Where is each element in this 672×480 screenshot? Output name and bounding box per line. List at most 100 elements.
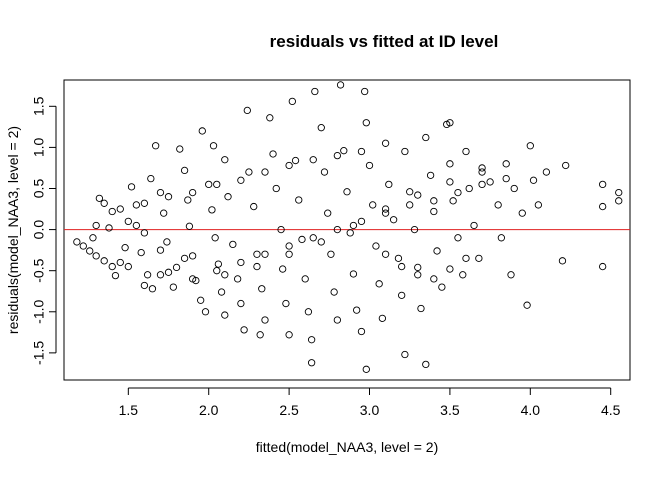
data-point [229, 240, 237, 249]
data-point [454, 234, 462, 242]
data-point [304, 308, 313, 316]
data-point [307, 359, 316, 367]
data-point [147, 174, 155, 183]
data-point [309, 156, 317, 164]
data-point [430, 197, 438, 205]
data-point [160, 209, 168, 217]
data-point [502, 174, 510, 183]
data-point [201, 308, 210, 316]
data-point [317, 238, 325, 246]
data-point [446, 160, 454, 168]
data-point [169, 283, 177, 291]
data-point [534, 201, 542, 209]
data-point [208, 206, 216, 214]
data-point [237, 258, 245, 267]
data-point [381, 209, 390, 217]
data-point [362, 119, 370, 127]
data-point [132, 201, 141, 209]
data-point [221, 311, 229, 319]
data-point [311, 87, 319, 96]
data-point [180, 254, 189, 263]
data-point [330, 288, 338, 296]
data-point [542, 168, 551, 176]
data-point [234, 275, 242, 283]
data-point [414, 263, 422, 272]
data-point [414, 271, 422, 279]
data-point [73, 238, 81, 246]
data-point [152, 142, 160, 150]
data-point [449, 197, 457, 205]
data-point [209, 142, 218, 150]
data-point [389, 216, 398, 224]
x-tick-label: 4.0 [521, 402, 541, 418]
data-point [121, 244, 129, 252]
data-point [438, 283, 446, 291]
data-point [486, 178, 494, 186]
data-point [240, 326, 248, 334]
data-point [124, 262, 132, 271]
data-point [381, 205, 390, 213]
data-point [188, 252, 197, 260]
data-point [185, 222, 194, 230]
data-point [365, 161, 374, 170]
data-point [349, 221, 358, 230]
data-point [309, 234, 317, 242]
data-point [180, 166, 189, 175]
y-tick-label: -1.0 [31, 300, 47, 324]
data-point [295, 196, 303, 204]
data-point [288, 97, 296, 106]
data-point [92, 252, 100, 260]
data-point [143, 271, 152, 279]
data-point [406, 201, 414, 209]
data-point [410, 225, 419, 234]
data-point [214, 260, 223, 268]
data-point [291, 156, 300, 165]
x-axis: 1.5 2.0 2.5 3.0 3.5 4.0 4.5 [119, 387, 621, 418]
data-point [258, 285, 266, 293]
data-point [253, 250, 261, 258]
y-tick-label: 1.0 [31, 137, 47, 157]
data-point [285, 242, 293, 250]
data-point [282, 299, 290, 308]
data-point [266, 114, 274, 122]
data-point [108, 207, 116, 216]
data-point [333, 316, 342, 324]
x-tick-label: 3.0 [360, 402, 380, 418]
data-point [213, 267, 221, 275]
data-point [465, 184, 473, 193]
data-point [221, 271, 229, 279]
data-point [462, 147, 470, 156]
data-point [172, 263, 181, 272]
data-point [188, 188, 197, 197]
data-point [510, 184, 518, 193]
data-point [243, 106, 251, 115]
data-point [336, 81, 345, 89]
data-point [349, 270, 358, 278]
data-point [269, 150, 277, 158]
data-point [470, 221, 478, 230]
data-point [340, 147, 348, 155]
data-point [140, 199, 149, 207]
data-point [224, 193, 232, 201]
data-point [285, 161, 293, 170]
data-point [261, 316, 269, 324]
data-point [333, 151, 342, 160]
data-point [615, 197, 623, 205]
x-tick-label: 4.5 [601, 402, 621, 418]
data-point [369, 201, 377, 209]
data-point [343, 188, 351, 196]
data-point [417, 304, 425, 313]
data-point [615, 188, 623, 197]
data-point [217, 288, 226, 296]
data-point [111, 271, 120, 280]
y-tick-label: -0.5 [31, 258, 47, 282]
data-point [213, 180, 221, 189]
data-point [357, 147, 366, 156]
data-point [352, 306, 361, 314]
data-point [502, 160, 510, 168]
data-point [89, 234, 97, 242]
x-tick-label: 2.0 [199, 402, 219, 418]
data-point [414, 191, 422, 199]
data-point [599, 202, 607, 211]
